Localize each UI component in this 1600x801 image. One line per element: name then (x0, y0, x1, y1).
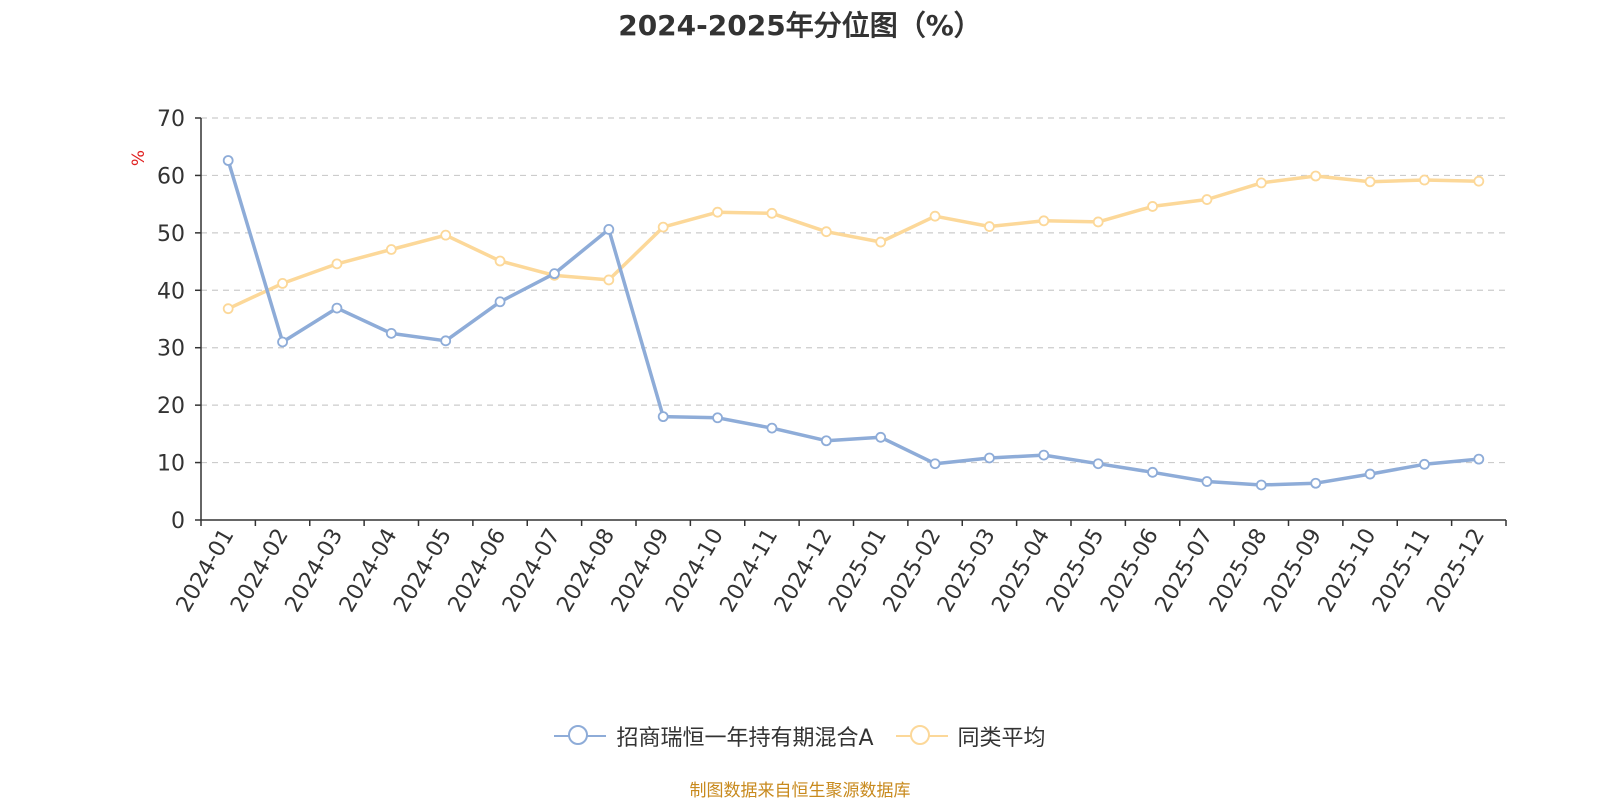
legend-marker-series-1 (554, 724, 607, 748)
series-1-point (1038, 449, 1050, 461)
series-2-point (222, 303, 234, 315)
series-1-point (1147, 466, 1158, 478)
series-2-point (1419, 174, 1430, 186)
series-2-point (277, 277, 288, 289)
series-1-point (1201, 476, 1213, 487)
series-2-point (929, 210, 941, 222)
series-1-point (1419, 458, 1430, 470)
series-1-point (1255, 479, 1267, 491)
series-2-point (766, 207, 778, 219)
series-1-point (603, 224, 615, 235)
series-2-point (1310, 170, 1322, 182)
series-2-point (1255, 177, 1267, 189)
series-1-point (331, 302, 343, 314)
series-2-point (1147, 201, 1158, 212)
series-2-point (1038, 215, 1050, 227)
y-tick-label: 30 (157, 337, 185, 362)
series-2-point (984, 221, 995, 232)
series-2-point (1201, 194, 1213, 205)
series-1-point (1473, 453, 1485, 465)
y-tick-label: 10 (157, 452, 185, 477)
series-2-point (494, 255, 506, 267)
series-1-point (712, 412, 723, 424)
legend-item-series-2[interactable]: 同类平均 (895, 720, 1046, 752)
series-1-point (820, 435, 832, 447)
series-2-point (712, 206, 723, 218)
series-line-2 (226, 174, 1481, 311)
series-1-point (440, 335, 452, 347)
y-tick-label: 60 (157, 164, 185, 189)
legend: 招商瑞恒一年持有期混合A 同类平均 (0, 720, 1600, 752)
y-tick-label: 40 (157, 279, 185, 304)
series-1-point (494, 296, 506, 308)
chart-title: 2024-2025年分位图（%） (618, 9, 982, 42)
series-1-point (1310, 477, 1322, 489)
legend-label-series-1: 招商瑞恒一年持有期混合A (616, 726, 874, 751)
series-1-point (222, 155, 234, 166)
series-2-point (820, 226, 832, 238)
legend-marker-series-2 (895, 724, 948, 748)
series-2-point (1473, 175, 1485, 187)
y-axis-label: % (129, 150, 149, 166)
series-2-point (603, 274, 615, 286)
series-1-point (385, 327, 397, 339)
series-2-point (657, 221, 669, 233)
series-line-1 (226, 158, 1481, 487)
series-1-point (549, 268, 560, 280)
y-tick-label: 20 (157, 394, 185, 419)
legend-item-series-1[interactable]: 招商瑞恒一年持有期混合A (554, 720, 874, 752)
series-2-point (1092, 216, 1104, 228)
series-1-point (1092, 458, 1104, 470)
series-2-point (331, 258, 343, 270)
y-tick-label: 0 (171, 509, 185, 534)
series-2-point (1364, 176, 1376, 188)
y-tick-label: 50 (157, 222, 185, 247)
legend-label-series-2: 同类平均 (957, 726, 1046, 751)
series-1-point (657, 411, 669, 423)
y-tick-label: 70 (157, 107, 185, 132)
series-1-point (766, 422, 778, 434)
series-1-point (929, 458, 941, 470)
series-1-point (1364, 468, 1376, 480)
series-2-point (875, 236, 887, 248)
series-1-point (277, 336, 288, 348)
source-note: 制图数据来自恒生聚源数据库 (689, 781, 911, 801)
series-1-point (984, 452, 995, 464)
series-2-point (440, 229, 452, 241)
series-1-point (875, 431, 887, 443)
series-2-point (385, 244, 397, 255)
